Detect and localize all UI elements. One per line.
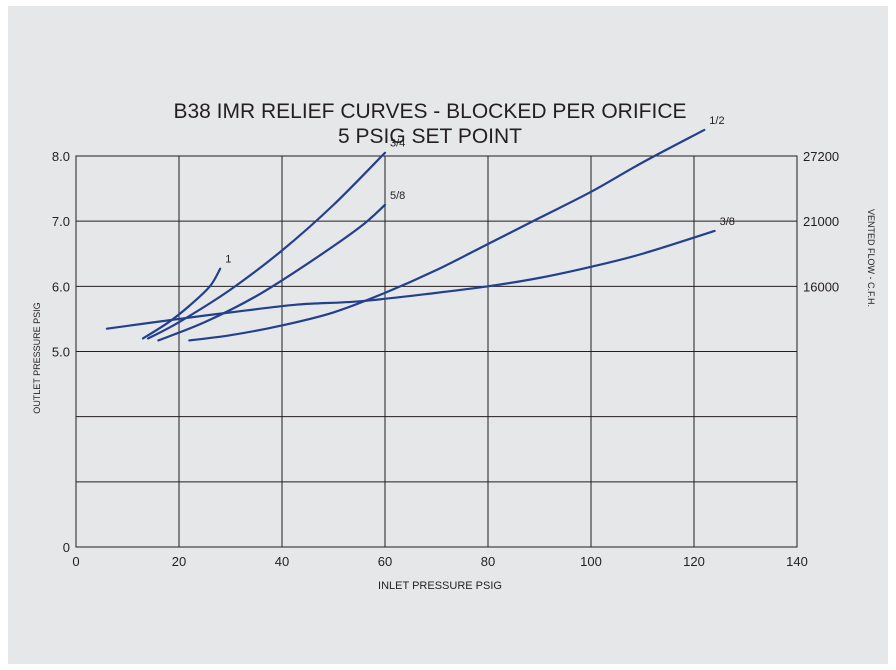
x-tick-label: 20 (172, 554, 186, 569)
x-tick-label: 60 (378, 554, 392, 569)
y-tick-label: 8.0 (52, 149, 70, 164)
curve-5-8-label: 5/8 (390, 190, 405, 202)
y-tick-label: 5.0 (52, 345, 70, 360)
x-tick-label: 140 (786, 554, 808, 569)
y2-tick-label: 16000 (803, 279, 839, 294)
y2-tick-label: 21000 (803, 214, 839, 229)
curve-3-8-label: 3/8 (720, 216, 735, 228)
y-tick-label: 7.0 (52, 214, 70, 229)
curve-3-4-label: 3/4 (390, 138, 405, 150)
grid (75, 155, 798, 548)
x-tick-label: 120 (683, 554, 705, 569)
curves: 1 3/4 5/8 1/2 3/8 (105, 115, 735, 342)
x-tick-label: 40 (275, 554, 289, 569)
chart-title: B38 IMR RELIEF CURVES - BLOCKED PER ORIF… (173, 100, 686, 123)
x-tick-label: 0 (72, 554, 79, 569)
x-tick-label: 100 (580, 554, 602, 569)
y-axis-label: OUTLET PRESSURE PSIG (32, 302, 42, 413)
curve-3-4-line (147, 151, 387, 340)
curve-1-2-line (188, 128, 706, 342)
y-tick-label: 6.0 (52, 279, 70, 294)
relief-curves-chart: B38 IMR RELIEF CURVES - BLOCKED PER ORIF… (32, 100, 876, 592)
curve-1-line (141, 267, 222, 340)
x-axis-label: INLET PRESSURE PSIG (378, 580, 502, 592)
y2-tick-label: 27200 (803, 149, 839, 164)
curve-1-label: 1 (225, 254, 231, 266)
chart-subtitle: 5 PSIG SET POINT (338, 125, 522, 148)
curve-3-8-line (105, 229, 716, 330)
tick-labels: 0 20 40 60 80 100 120 140 0 5.0 6.0 7.0 8.0 16000 2100… (52, 149, 839, 569)
chart-panel: B38 IMR RELIEF CURVES - BLOCKED PER ORIF… (8, 6, 888, 664)
curve-1-2-label: 1/2 (709, 115, 724, 127)
curve-5-8-line (157, 203, 387, 342)
x-tick-label: 80 (481, 554, 495, 569)
y2-axis-label: VENTED FLOW - C.F.H. (866, 209, 876, 307)
y-tick-label: 0 (63, 540, 70, 555)
